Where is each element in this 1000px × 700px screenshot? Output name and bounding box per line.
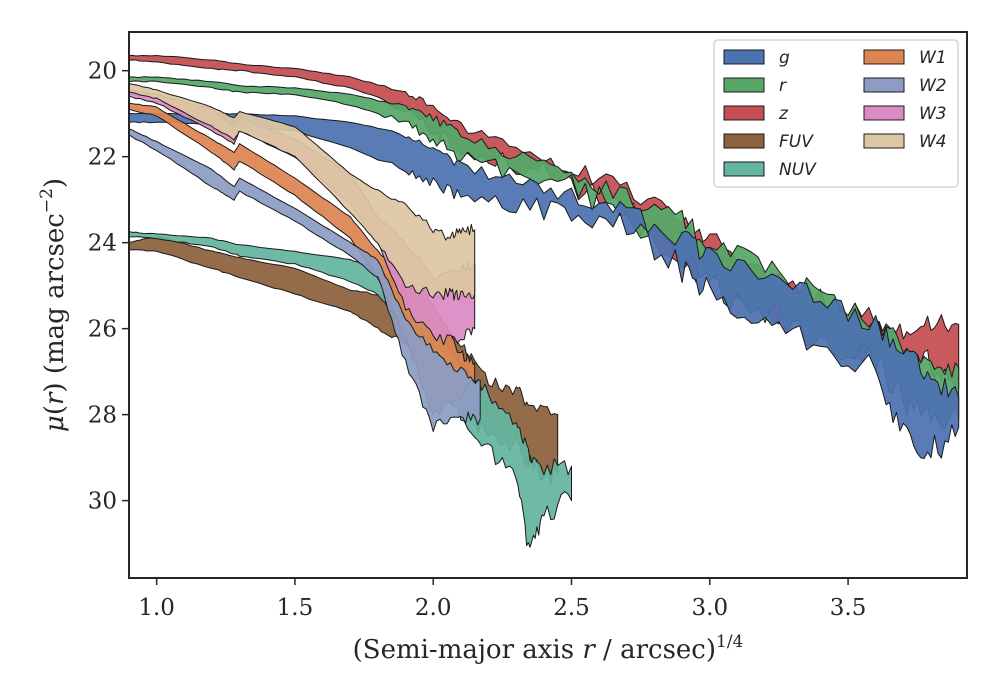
y-axis-ticks: 20 22 24 26 28 30 [88, 59, 129, 515]
x-axis-ticks: 1.0 1.5 2.0 2.5 3.0 3.5 [138, 578, 866, 621]
y-tick-label: 30 [88, 489, 117, 515]
x-tick-label: 1.5 [277, 595, 314, 621]
x-tick-label: 3.5 [830, 595, 867, 621]
legend-swatch-w3 [863, 105, 905, 121]
band-g [129, 112, 960, 459]
legend: grz FUV NUV W1 W2 W3 W4 [713, 39, 959, 188]
x-tick-label: 2.5 [553, 595, 590, 621]
legend-frame [713, 39, 959, 188]
legend-label-r: r [779, 76, 787, 96]
x-tick-label: 2.0 [415, 595, 452, 621]
x-axis-label: (Semi-major axis r / arcsec)1/4 [353, 632, 744, 665]
y-tick-label: 24 [88, 231, 117, 257]
legend-label-fuv: FUV [779, 132, 814, 152]
y-tick-label: 26 [88, 317, 117, 343]
y-axis-label: μ(r) (mag arcsec−2) [37, 178, 70, 432]
legend-label-w3: W3 [919, 104, 947, 124]
y-tick-label: 28 [88, 403, 117, 429]
y-tick-label: 20 [88, 59, 117, 85]
x-tick-label: 3.0 [692, 595, 729, 621]
x-tick-label: 1.0 [138, 595, 175, 621]
band-w2 [129, 128, 481, 432]
plot-frame [128, 31, 968, 579]
legend-label-g: g [779, 48, 790, 68]
band-nuv [129, 231, 572, 548]
legend-swatch-r [723, 77, 765, 93]
legend-swatch-fuv [723, 133, 765, 149]
legend-swatch-w4 [863, 133, 905, 149]
legend-swatch-w1 [863, 49, 905, 65]
legend-swatch-g [723, 49, 765, 65]
legend-label-z: z [778, 104, 789, 124]
legend-swatch-z [723, 105, 765, 121]
legend-label-w1: W1 [919, 48, 947, 68]
data-bands [129, 54, 960, 548]
y-tick-label: 22 [88, 145, 117, 171]
band-w4 [129, 83, 476, 301]
legend-swatch-w2 [863, 77, 905, 93]
legend-label-w4: W4 [919, 132, 947, 152]
legend-label-w2: W2 [919, 76, 947, 96]
legend-label-nuv: NUV [779, 160, 817, 180]
legend-swatch-nuv [723, 161, 765, 177]
